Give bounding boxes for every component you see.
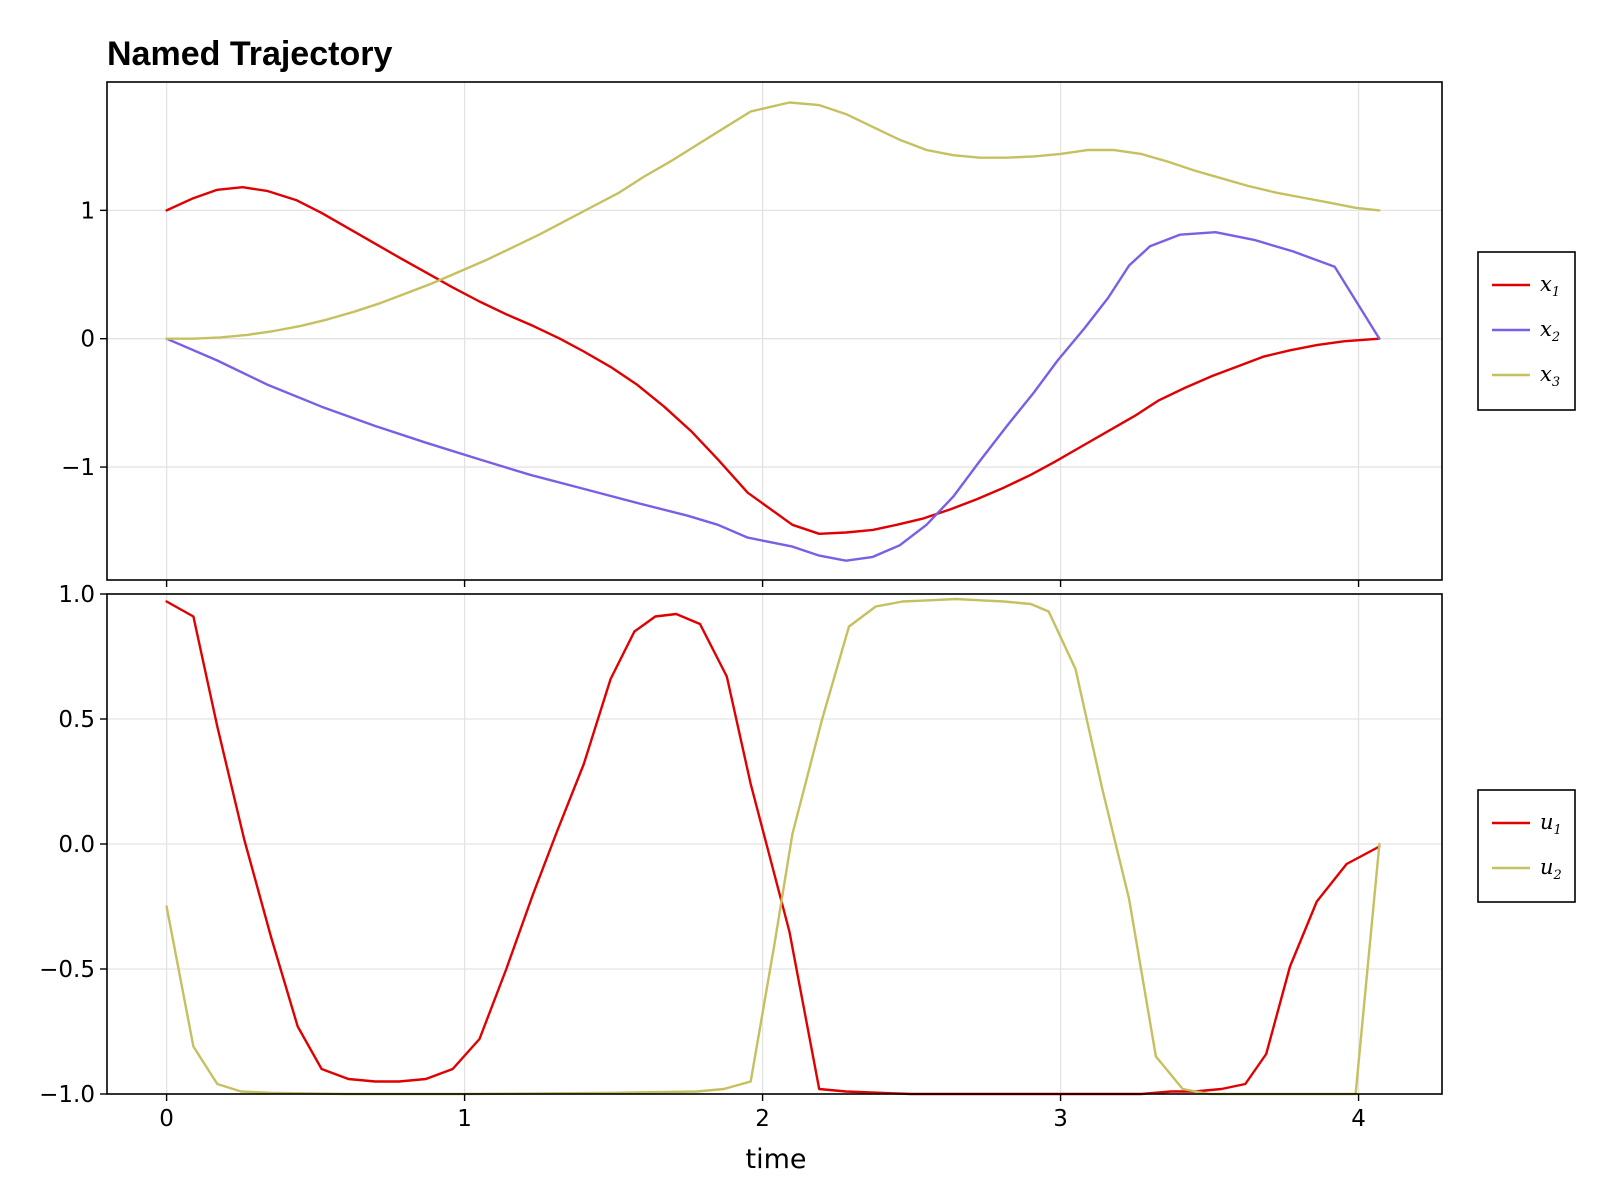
control-x-tick-label-0: 0	[159, 1106, 174, 1132]
state-y-tick-label-1: 0	[80, 327, 95, 353]
control-series-u2-line	[165, 597, 1381, 1096]
state-plot-frame	[106, 81, 1443, 581]
control-y-tick-label-1: −0.5	[39, 957, 95, 983]
control-series-u1-line	[165, 600, 1381, 1096]
state-y-tick-label-0: −1	[61, 455, 95, 481]
state-series-x1-line	[165, 185, 1381, 535]
x-axis-label: time	[745, 1144, 806, 1175]
state-series-x2-line	[165, 230, 1381, 562]
control-y-tick-label-3: 0.5	[58, 707, 95, 733]
control-y-tick-label-0: −1.0	[39, 1082, 95, 1108]
control-y-tick-label-4: 1.0	[58, 582, 95, 608]
control-y-tick-label-2: 0.0	[58, 832, 95, 858]
control-x-tick-label-4: 4	[1351, 1106, 1366, 1132]
control-x-tick-label-3: 3	[1053, 1106, 1068, 1132]
state-y-tick-label-2: 1	[80, 198, 95, 224]
control-x-tick-label-2: 2	[755, 1106, 770, 1132]
chart-title: Named Trajectory	[107, 35, 392, 73]
state-series-x3-line	[165, 101, 1381, 340]
control-x-tick-label-1: 1	[457, 1106, 472, 1132]
control-legend-box	[1477, 789, 1576, 903]
